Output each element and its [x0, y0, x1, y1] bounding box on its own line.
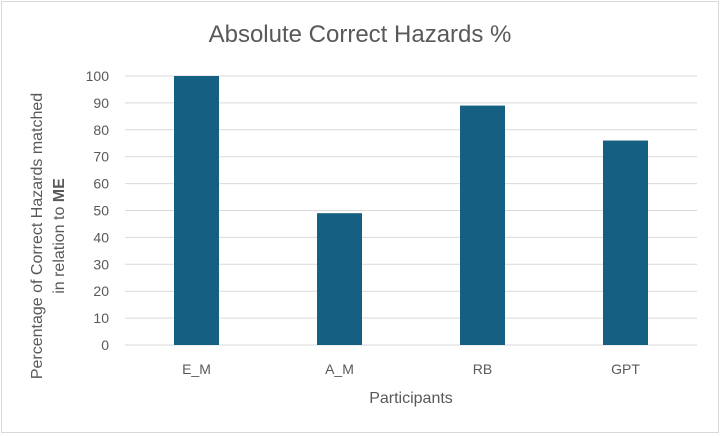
y-tick-label: 20 — [93, 283, 109, 299]
bar-E_M — [174, 76, 219, 345]
y-axis-title-line1: Percentage of Correct Hazards matched — [29, 93, 46, 379]
y-tick-label: 60 — [93, 176, 109, 192]
y-axis-title: Percentage of Correct Hazards matched in… — [29, 93, 68, 379]
x-tick-labels: E_M A_M RB GPT — [182, 361, 640, 377]
gridlines — [125, 75, 697, 346]
bar-A_M — [317, 213, 362, 345]
y-tick-label: 10 — [93, 310, 109, 326]
y-axis-title-line2-bold: ME — [51, 178, 68, 202]
chart-title: Absolute Correct Hazards % — [209, 21, 512, 48]
y-axis-title-line2-prefix: in relation to — [51, 202, 68, 294]
bar-RB — [460, 105, 505, 345]
y-tick-label: 50 — [93, 203, 109, 219]
bar-GPT — [603, 140, 648, 345]
x-tick-label: A_M — [325, 361, 354, 377]
y-tick-label: 40 — [93, 229, 109, 245]
y-tick-label: 0 — [101, 337, 109, 353]
x-axis-title: Participants — [369, 390, 453, 407]
y-axis-title-line2: in relation to ME — [51, 178, 68, 294]
bars — [174, 76, 648, 345]
y-tick-label: 80 — [93, 122, 109, 138]
x-tick-label: GPT — [611, 361, 640, 377]
y-tick-label: 100 — [86, 68, 110, 84]
y-tick-labels: 0 10 20 30 40 50 60 70 80 90 100 — [86, 68, 110, 353]
y-tick-label: 30 — [93, 256, 109, 272]
x-tick-label: RB — [473, 361, 492, 377]
y-tick-label: 70 — [93, 149, 109, 165]
y-tick-label: 90 — [93, 95, 109, 111]
x-tick-label: E_M — [182, 361, 211, 377]
